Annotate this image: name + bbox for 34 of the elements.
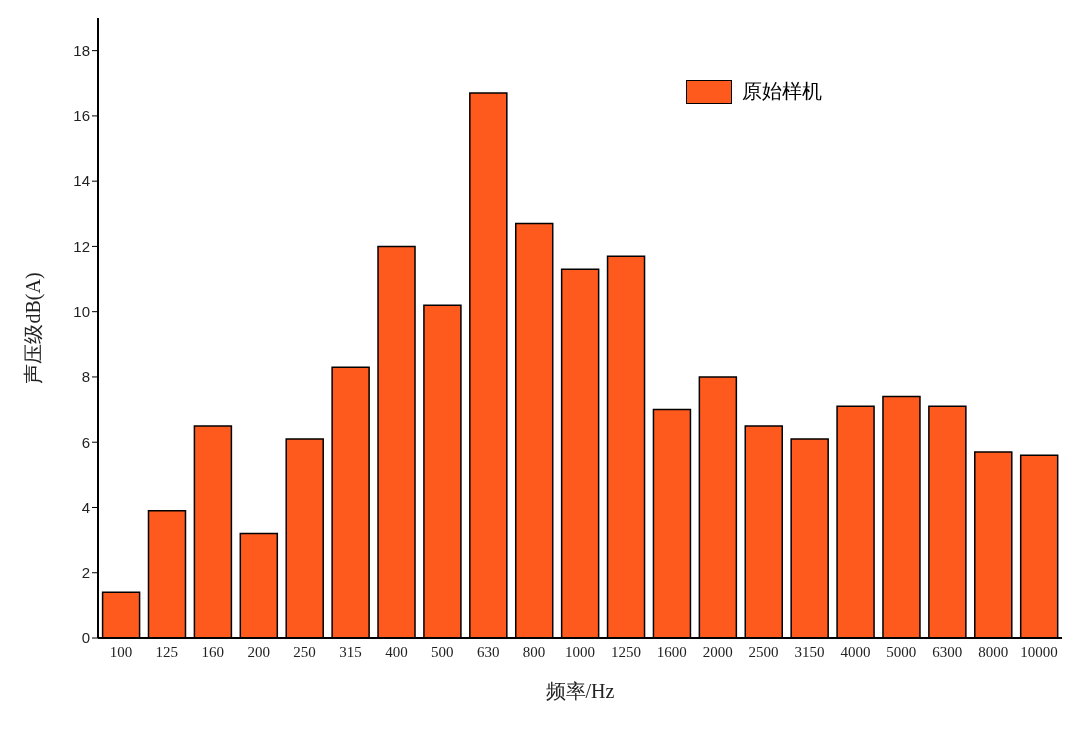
y-tick-label: 2	[81, 564, 90, 582]
x-tick-label: 1250	[610, 643, 641, 660]
x-tick-label: 6300	[932, 643, 963, 660]
x-axis-title: 频率/Hz	[545, 680, 615, 702]
legend-label: 原始样机	[742, 78, 822, 105]
x-tick-label: 250	[293, 643, 316, 660]
x-tick-label: 3150	[794, 643, 825, 660]
x-tick-label: 8000	[978, 643, 1009, 660]
x-tick-label: 100	[109, 643, 133, 660]
x-tick-label: 400	[385, 643, 408, 660]
y-tick-label: 6	[81, 433, 90, 451]
x-tick-label: 1000	[565, 643, 595, 660]
x-tick-label: 2000	[702, 643, 733, 660]
x-tick-label: 10000	[1020, 643, 1058, 660]
x-tick-label: 315	[339, 643, 362, 660]
y-tick-label: 16	[73, 107, 90, 125]
y-tick-label: 8	[81, 368, 90, 386]
y-tick-label: 14	[73, 172, 90, 190]
x-tick-label: 2500	[748, 643, 779, 660]
y-tick-label: 12	[73, 237, 90, 255]
x-tick-label: 500	[431, 643, 454, 660]
x-tick-label: 160	[201, 643, 225, 660]
y-axis-title: 声压级dB(A)	[22, 272, 46, 384]
x-tick-label: 630	[476, 643, 500, 660]
x-tick-label: 5000	[886, 643, 917, 660]
x-tick-label: 4000	[840, 643, 871, 660]
y-tick-label: 18	[73, 41, 90, 59]
y-tick-label: 4	[81, 498, 90, 516]
x-tick-label: 200	[247, 643, 270, 660]
y-tick-label: 0	[81, 629, 90, 647]
y-tick-label: 10	[73, 303, 90, 321]
x-tick-label: 125	[155, 643, 179, 660]
x-tick-label: 1600	[656, 643, 687, 660]
x-tick-label: 800	[522, 643, 546, 660]
